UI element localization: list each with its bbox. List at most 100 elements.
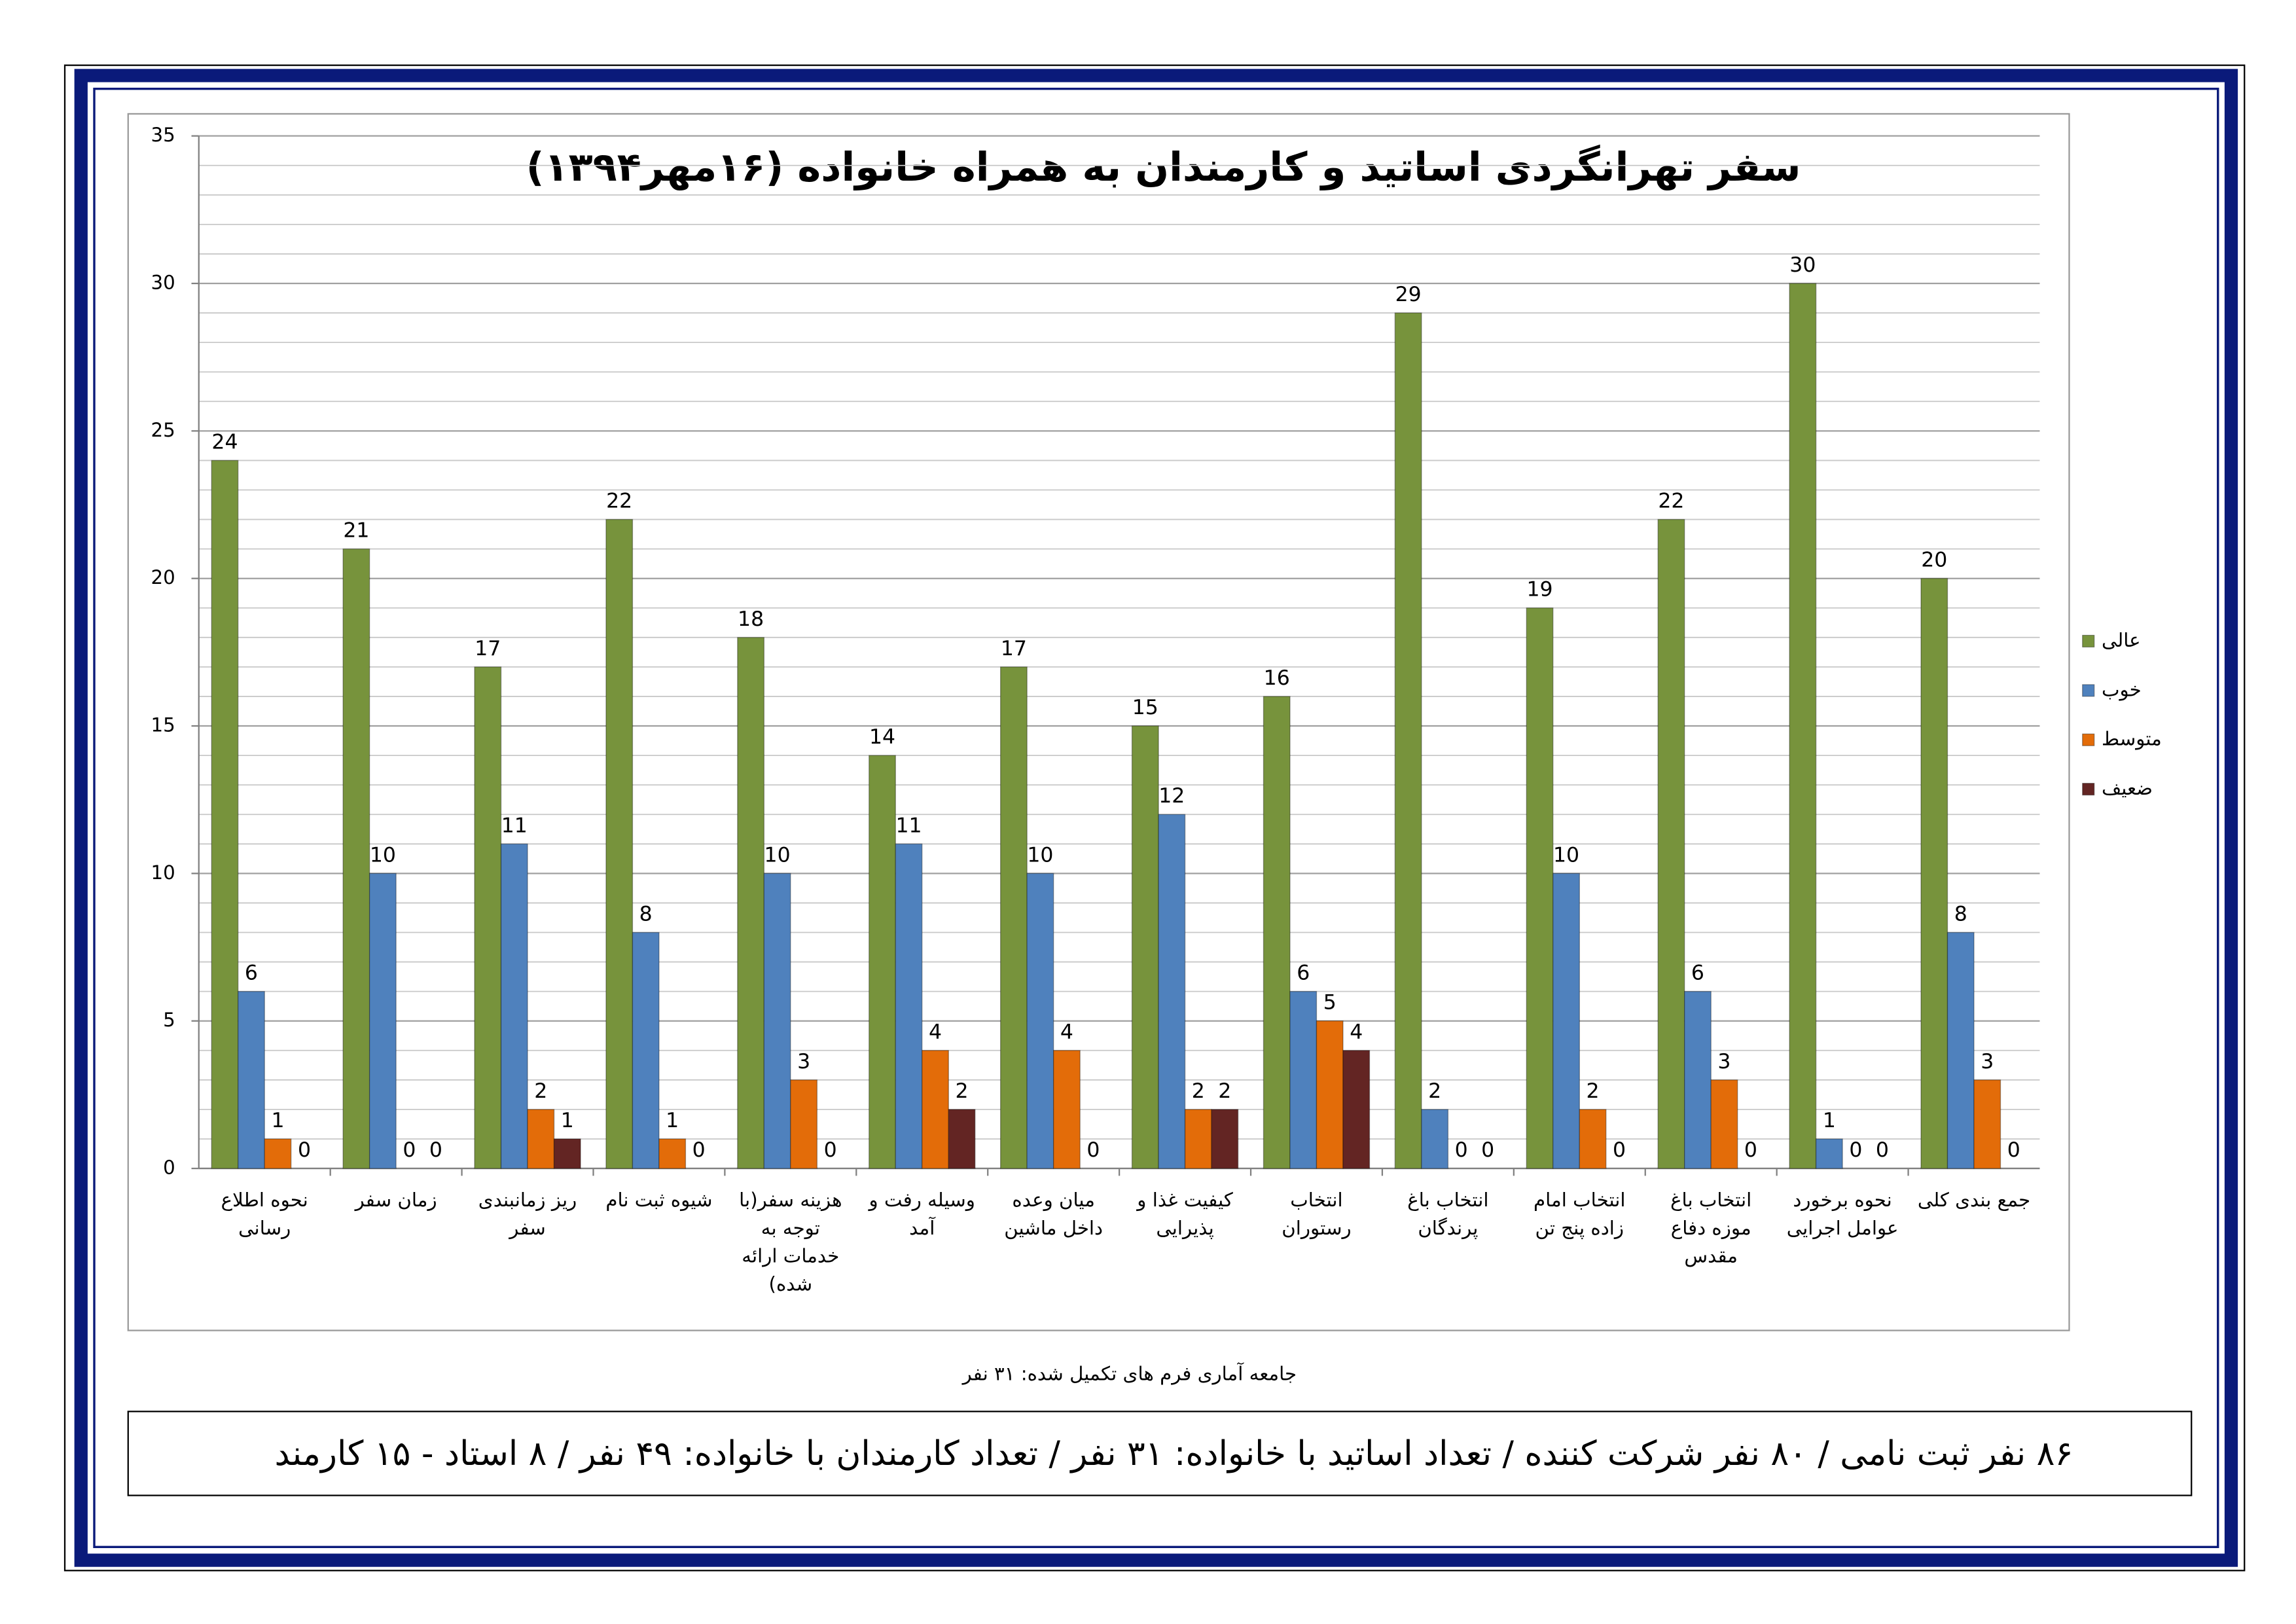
x-tick-label: انتخاب باغ [1670, 1189, 1751, 1211]
data-label: 10 [764, 843, 791, 867]
data-label: 15 [1132, 696, 1158, 719]
y-tick-label: 15 [151, 714, 175, 736]
bar [211, 460, 239, 1169]
x-tick-label: پذیرایی [1156, 1217, 1213, 1240]
bar [553, 1138, 581, 1169]
bar [1946, 931, 1975, 1169]
frame-outer [63, 64, 2246, 1572]
bar [1052, 1050, 1081, 1169]
bar [1184, 1109, 1212, 1169]
x-tick-label: پرندگان [1418, 1217, 1478, 1240]
y-tick-label: 0 [163, 1157, 175, 1179]
data-label: 0 [692, 1138, 706, 1162]
data-label: 3 [797, 1050, 810, 1074]
data-label: 29 [1395, 283, 1422, 306]
x-tick-label: انتخاب [1290, 1189, 1342, 1211]
data-label: 17 [1001, 637, 1027, 660]
data-label: 2 [1587, 1079, 1600, 1103]
bar [1815, 1138, 1843, 1169]
data-label: 18 [738, 607, 764, 631]
data-label: 0 [429, 1138, 442, 1162]
bar [1263, 696, 1291, 1169]
data-label: 17 [475, 637, 501, 660]
x-tick-label: آمد [909, 1216, 936, 1239]
bar [527, 1109, 555, 1169]
chart-title: سفر تهرانگردی اساتید و کارمندان به همراه… [526, 144, 1801, 190]
data-label: 3 [1717, 1050, 1731, 1074]
data-label: 8 [1954, 902, 1967, 926]
bar [790, 1079, 818, 1169]
bar [1289, 990, 1318, 1169]
bar [1158, 814, 1186, 1169]
bar [1026, 873, 1054, 1169]
bar [1552, 873, 1580, 1169]
footnote: جامعه آماری فرم های تکمیل شده: ۳۱ نفر [961, 1362, 1297, 1385]
bar [895, 843, 923, 1169]
data-label: 22 [606, 490, 632, 513]
data-label: 16 [1264, 666, 1290, 690]
x-tick-label: میان وعده [1012, 1189, 1094, 1211]
x-tick-label: رستوران [1282, 1217, 1351, 1239]
data-label: 1 [271, 1109, 284, 1132]
data-label: 11 [501, 814, 528, 837]
data-label: 10 [370, 843, 396, 867]
summary-text: ۸۶ نفر ثبت نامی / ۸۰ نفر شرکت کننده / تع… [275, 1434, 2073, 1473]
x-tick-label: زمان سفر [354, 1189, 437, 1211]
summary-box [127, 1411, 2193, 1496]
x-tick-label: جمع بندی کلی [1918, 1189, 2030, 1211]
bar [474, 666, 502, 1169]
data-label: 1 [561, 1109, 574, 1132]
bar [737, 637, 765, 1169]
legend-label: خوب [2102, 678, 2142, 700]
bar [605, 518, 634, 1169]
legend-swatch [2082, 634, 2095, 648]
data-label: 4 [929, 1020, 942, 1044]
bar [1789, 283, 1817, 1169]
data-label: 0 [298, 1138, 311, 1162]
bar [922, 1050, 949, 1169]
x-tick-label: نحوه اطلاع [221, 1189, 308, 1211]
data-label: 8 [639, 902, 653, 926]
x-tick-label: کیفیت غذا و [1136, 1189, 1233, 1211]
legend-swatch [2082, 783, 2095, 796]
bar [1211, 1109, 1239, 1169]
data-label: 0 [2007, 1138, 2020, 1162]
bar [1973, 1079, 2001, 1169]
data-label: 0 [1613, 1138, 1626, 1162]
bar [869, 755, 896, 1169]
bar [1657, 518, 1685, 1169]
bar [500, 843, 528, 1169]
x-tick-label: شده) [769, 1272, 813, 1295]
x-tick-label: توجه به [761, 1217, 820, 1239]
y-tick-label: 20 [151, 566, 175, 588]
data-label: 19 [1526, 578, 1552, 602]
data-label: 2 [1192, 1079, 1205, 1103]
data-label: 2 [1428, 1079, 1441, 1103]
legend-label: ضعیف [2102, 777, 2153, 799]
data-label: 22 [1658, 490, 1684, 513]
bar [1920, 578, 1948, 1169]
x-tick-label: مقدس [1684, 1245, 1738, 1267]
frame [74, 69, 2238, 1567]
data-label: 0 [1455, 1138, 1468, 1162]
y-tick-label: 25 [151, 419, 175, 441]
x-tick-label: انتخاب باغ [1407, 1189, 1488, 1211]
x-tick-label: وسیله رفت و [868, 1189, 975, 1211]
data-label: 0 [1481, 1138, 1494, 1162]
data-label: 20 [1921, 549, 1947, 572]
data-label: 4 [1350, 1020, 1363, 1044]
bar [632, 931, 660, 1169]
data-label: 6 [1691, 962, 1704, 985]
x-tick-label: داخل ماشین [1004, 1217, 1103, 1239]
bar [1526, 607, 1554, 1169]
x-tick-label: شیوه ثبت نام [605, 1189, 712, 1211]
x-tick-label: سفر [508, 1217, 545, 1239]
bar [368, 873, 397, 1169]
data-label: 1 [666, 1109, 679, 1132]
data-label: 5 [1323, 991, 1336, 1015]
data-label: 0 [1876, 1138, 1889, 1162]
x-tick-label: انتخاب امام [1534, 1189, 1626, 1211]
bar [1131, 725, 1159, 1169]
